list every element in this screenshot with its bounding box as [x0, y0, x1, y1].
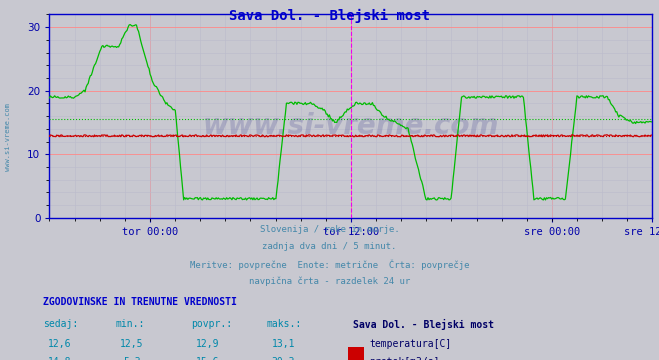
Text: 15,6: 15,6: [196, 357, 219, 360]
Text: pretok[m3/s]: pretok[m3/s]: [369, 357, 440, 360]
Text: 5,3: 5,3: [123, 357, 140, 360]
Text: 12,9: 12,9: [196, 339, 219, 349]
Text: www.si-vreme.com: www.si-vreme.com: [5, 103, 11, 171]
Text: maks.:: maks.:: [267, 319, 302, 329]
Text: Sava Dol. - Blejski most: Sava Dol. - Blejski most: [229, 9, 430, 23]
Text: povpr.:: povpr.:: [191, 319, 232, 329]
Text: ZGODOVINSKE IN TRENUTNE VREDNOSTI: ZGODOVINSKE IN TRENUTNE VREDNOSTI: [43, 297, 237, 307]
Text: 14,8: 14,8: [47, 357, 71, 360]
Text: navpična črta - razdelek 24 ur: navpična črta - razdelek 24 ur: [249, 277, 410, 286]
Text: Meritve: povprečne  Enote: metrične  Črta: povprečje: Meritve: povprečne Enote: metrične Črta:…: [190, 260, 469, 270]
Text: 30,3: 30,3: [272, 357, 295, 360]
Text: temperatura[C]: temperatura[C]: [369, 339, 451, 349]
Text: Sava Dol. - Blejski most: Sava Dol. - Blejski most: [353, 319, 494, 330]
Text: sedaj:: sedaj:: [43, 319, 78, 329]
Text: 12,5: 12,5: [120, 339, 144, 349]
Text: zadnja dva dni / 5 minut.: zadnja dva dni / 5 minut.: [262, 242, 397, 251]
Text: 12,6: 12,6: [47, 339, 71, 349]
Text: www.si-vreme.com: www.si-vreme.com: [203, 112, 499, 140]
Text: min.:: min.:: [115, 319, 145, 329]
Text: Slovenija / reke in morje.: Slovenija / reke in morje.: [260, 225, 399, 234]
Text: 13,1: 13,1: [272, 339, 295, 349]
